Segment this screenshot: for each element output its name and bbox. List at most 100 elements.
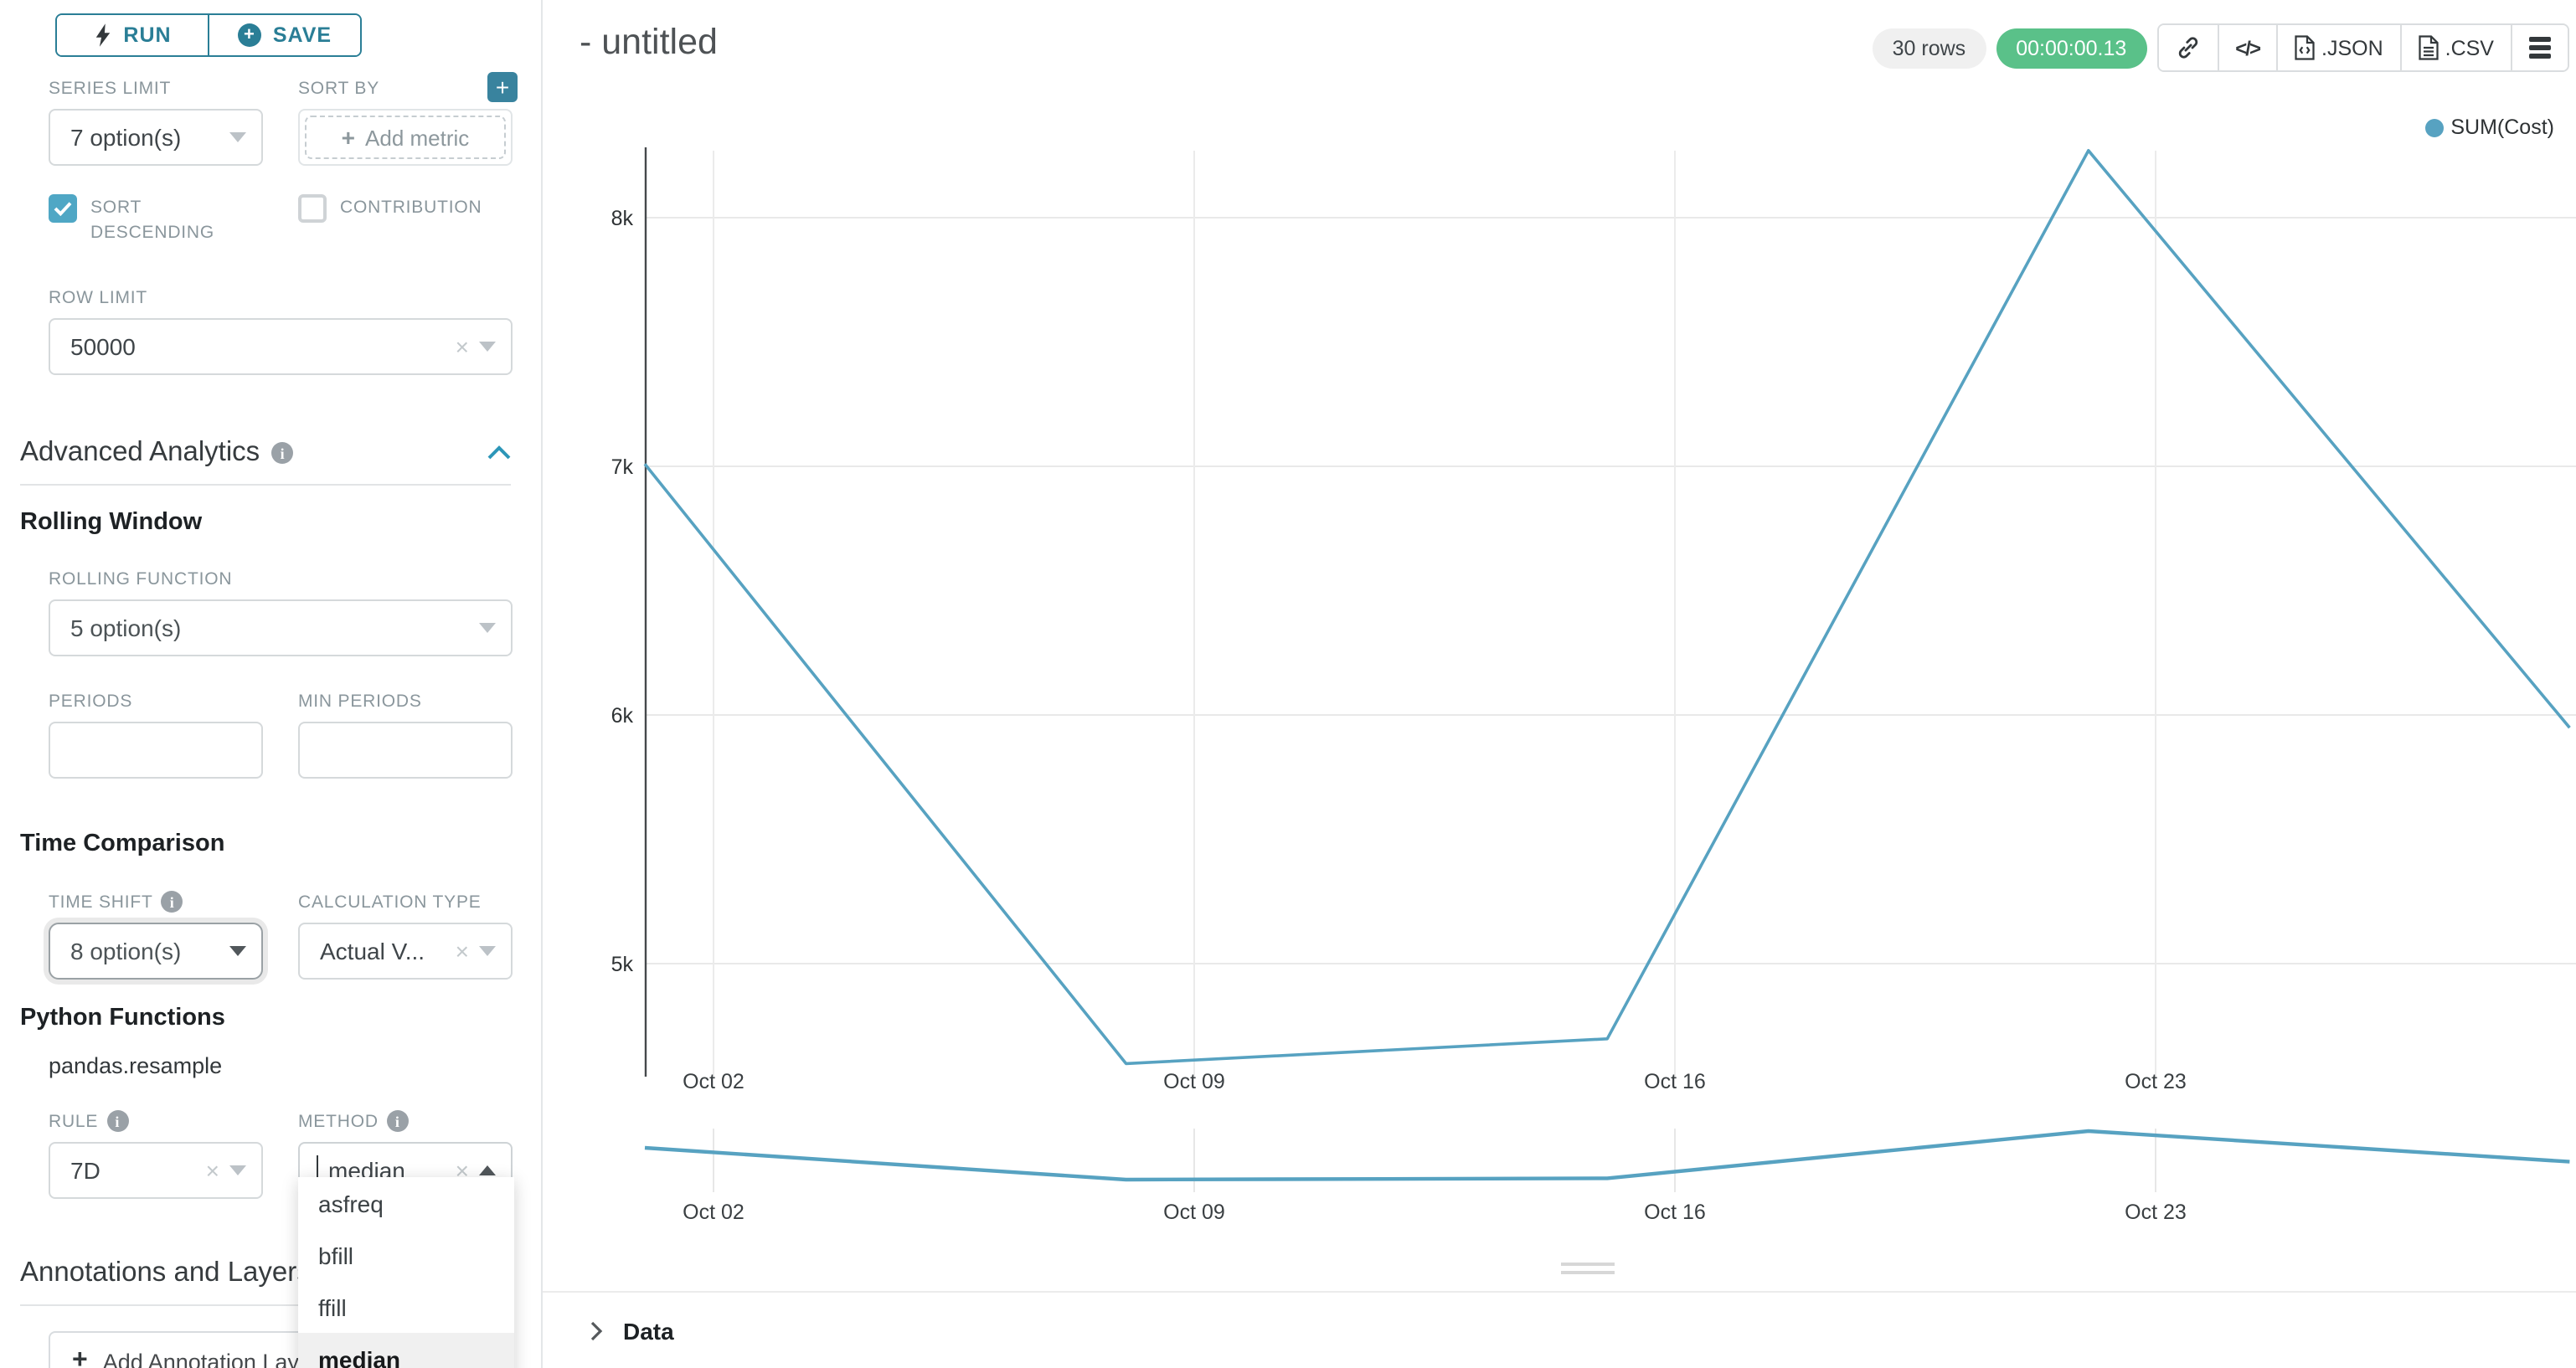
export-json-button[interactable]: .JSON	[2278, 25, 2402, 70]
link-icon	[2178, 37, 2197, 59]
menu-button[interactable]	[2512, 25, 2568, 70]
add-metric-label: Add metric	[365, 125, 470, 150]
data-panel: Data	[543, 1291, 2576, 1368]
contribution-checkbox-row[interactable]: CONTRIBUTION	[298, 193, 513, 246]
range-selector-labels: Oct 02 Oct 09 Oct 16 Oct 23	[683, 1201, 2187, 1224]
json-file-icon	[2295, 35, 2315, 60]
divider	[20, 484, 511, 486]
annotations-title: Annotations and Layers	[20, 1257, 311, 1288]
legend-item[interactable]: SUM(Cost)	[2425, 116, 2554, 139]
range-selector[interactable]: Oct 02 Oct 09 Oct 16 Oct 23	[644, 1129, 2570, 1224]
calculation-type-select[interactable]: Actual V... ×	[298, 923, 513, 980]
sort-by-label: SORT BY	[298, 79, 380, 99]
copy-link-button[interactable]	[2158, 25, 2219, 70]
export-button-group: </> .JSON .CSV	[2156, 23, 2569, 72]
svg-text:Oct 09: Oct 09	[1163, 1201, 1225, 1224]
chart-title[interactable]: - untitled	[580, 22, 718, 62]
checkbox-unchecked-icon[interactable]	[298, 194, 327, 223]
chevron-down-icon	[479, 342, 496, 352]
x-axis-labels: Oct 02 Oct 09 Oct 16 Oct 23	[683, 1070, 2187, 1093]
range-selector-line	[644, 1129, 2570, 1182]
add-sort-metric-button[interactable]: +	[487, 72, 518, 102]
chevron-up-icon[interactable]	[487, 445, 511, 460]
csv-file-icon	[2419, 35, 2439, 60]
row-count-badge: 30 rows	[1872, 28, 1986, 68]
plus-icon: +	[72, 1346, 88, 1368]
x-gridlines	[713, 151, 2156, 1077]
row-limit-value: 50000	[70, 333, 136, 360]
export-csv-button[interactable]: .CSV	[2401, 25, 2512, 70]
text-cursor	[317, 1155, 318, 1185]
annotations-header[interactable]: Annotations and Layers	[20, 1257, 511, 1289]
rolling-function-select[interactable]: 5 option(s)	[49, 599, 513, 656]
check-icon	[54, 202, 72, 216]
svg-text:Oct 16: Oct 16	[1644, 1070, 1706, 1093]
method-option-median[interactable]: median	[298, 1333, 514, 1368]
json-label: .JSON	[2321, 36, 2383, 59]
time-shift-value: 8 option(s)	[70, 938, 182, 964]
series-limit-select[interactable]: 7 option(s)	[49, 109, 263, 166]
legend-dot-icon	[2425, 118, 2445, 136]
info-icon: i	[161, 891, 183, 913]
control-panel: RUN + SAVE + SERIES LIMIT SORT BY 7 opti…	[0, 0, 543, 1368]
chevron-down-icon	[229, 946, 246, 956]
add-metric-button[interactable]: + Add metric	[305, 116, 506, 159]
clear-icon[interactable]: ×	[455, 333, 469, 360]
min-periods-input[interactable]	[298, 722, 513, 779]
checkbox-checked-icon[interactable]	[49, 194, 77, 223]
advanced-analytics-title: Advanced Analytics	[20, 437, 260, 467]
rolling-function-value: 5 option(s)	[70, 615, 182, 641]
sort-descending-checkbox-row[interactable]: SORT DESCENDING	[49, 193, 263, 246]
svg-text:Oct 23: Oct 23	[2125, 1070, 2187, 1093]
clear-icon[interactable]: ×	[455, 1157, 469, 1184]
svg-text:6k: 6k	[611, 704, 634, 728]
clear-icon[interactable]: ×	[455, 938, 469, 964]
info-icon: i	[271, 442, 294, 464]
svg-text:7k: 7k	[611, 455, 634, 479]
rule-select[interactable]: 7D ×	[49, 1142, 263, 1199]
save-button[interactable]: + SAVE	[208, 15, 360, 55]
header-actions: 30 rows 00:00:00.13 </> .J	[1872, 23, 2569, 72]
periods-input[interactable]	[49, 722, 263, 779]
chevron-down-icon	[229, 1165, 246, 1175]
chevron-down-icon	[229, 132, 246, 142]
save-button-label: SAVE	[272, 23, 332, 47]
min-periods-label: MIN PERIODS	[298, 692, 422, 712]
method-option-ffill[interactable]: ffill	[318, 1293, 347, 1320]
time-comparison-title: Time Comparison	[20, 831, 225, 857]
periods-label: PERIODS	[49, 692, 133, 712]
panel-resize-handle[interactable]	[1561, 1263, 1615, 1279]
run-save-button-group: RUN + SAVE	[55, 13, 362, 57]
method-option-asfreq[interactable]: asfreq	[318, 1190, 384, 1216]
rolling-window-title: Rolling Window	[20, 509, 203, 536]
series-line-sum-cost	[643, 149, 2571, 1066]
data-panel-toggle[interactable]: Data	[590, 1318, 2576, 1345]
row-limit-label: ROW LIMIT	[49, 288, 148, 308]
embed-code-button[interactable]: </>	[2218, 25, 2278, 70]
clear-icon[interactable]: ×	[205, 1157, 219, 1184]
rule-value: 7D	[70, 1157, 100, 1184]
line-chart: 8k 7k 6k 5k Oct 02 Oct 09 Oct 16 Oct 23	[611, 147, 2576, 1224]
run-button[interactable]: RUN	[57, 15, 208, 55]
plus-icon: +	[341, 124, 356, 151]
method-dropdown-menu: asfreq bfill ffill median	[298, 1177, 514, 1368]
chevron-right-icon	[590, 1321, 603, 1341]
svg-text:Oct 02: Oct 02	[683, 1070, 744, 1093]
lightning-bolt-icon	[95, 23, 110, 47]
svg-text:Oct 02: Oct 02	[683, 1201, 744, 1224]
method-option-bfill[interactable]: bfill	[318, 1242, 354, 1268]
rule-label: RULE i	[49, 1110, 263, 1132]
sort-by-field: + Add metric	[298, 109, 513, 166]
svg-text:8k: 8k	[611, 207, 634, 230]
info-icon: i	[106, 1110, 129, 1132]
time-shift-select[interactable]: 8 option(s)	[49, 923, 263, 980]
csv-label: .CSV	[2445, 36, 2494, 59]
chart-area: - untitled 30 rows 00:00:00.13 </>	[543, 0, 2576, 1368]
chevron-down-icon	[479, 623, 496, 633]
legend-label: SUM(Cost)	[2450, 116, 2554, 139]
data-panel-title: Data	[623, 1318, 674, 1345]
row-limit-select[interactable]: 50000 ×	[49, 318, 513, 375]
rolling-function-label: ROLLING FUNCTION	[49, 569, 233, 589]
python-functions-title: Python Functions	[20, 1005, 225, 1031]
advanced-analytics-header[interactable]: Advanced Analytics i	[20, 437, 511, 469]
